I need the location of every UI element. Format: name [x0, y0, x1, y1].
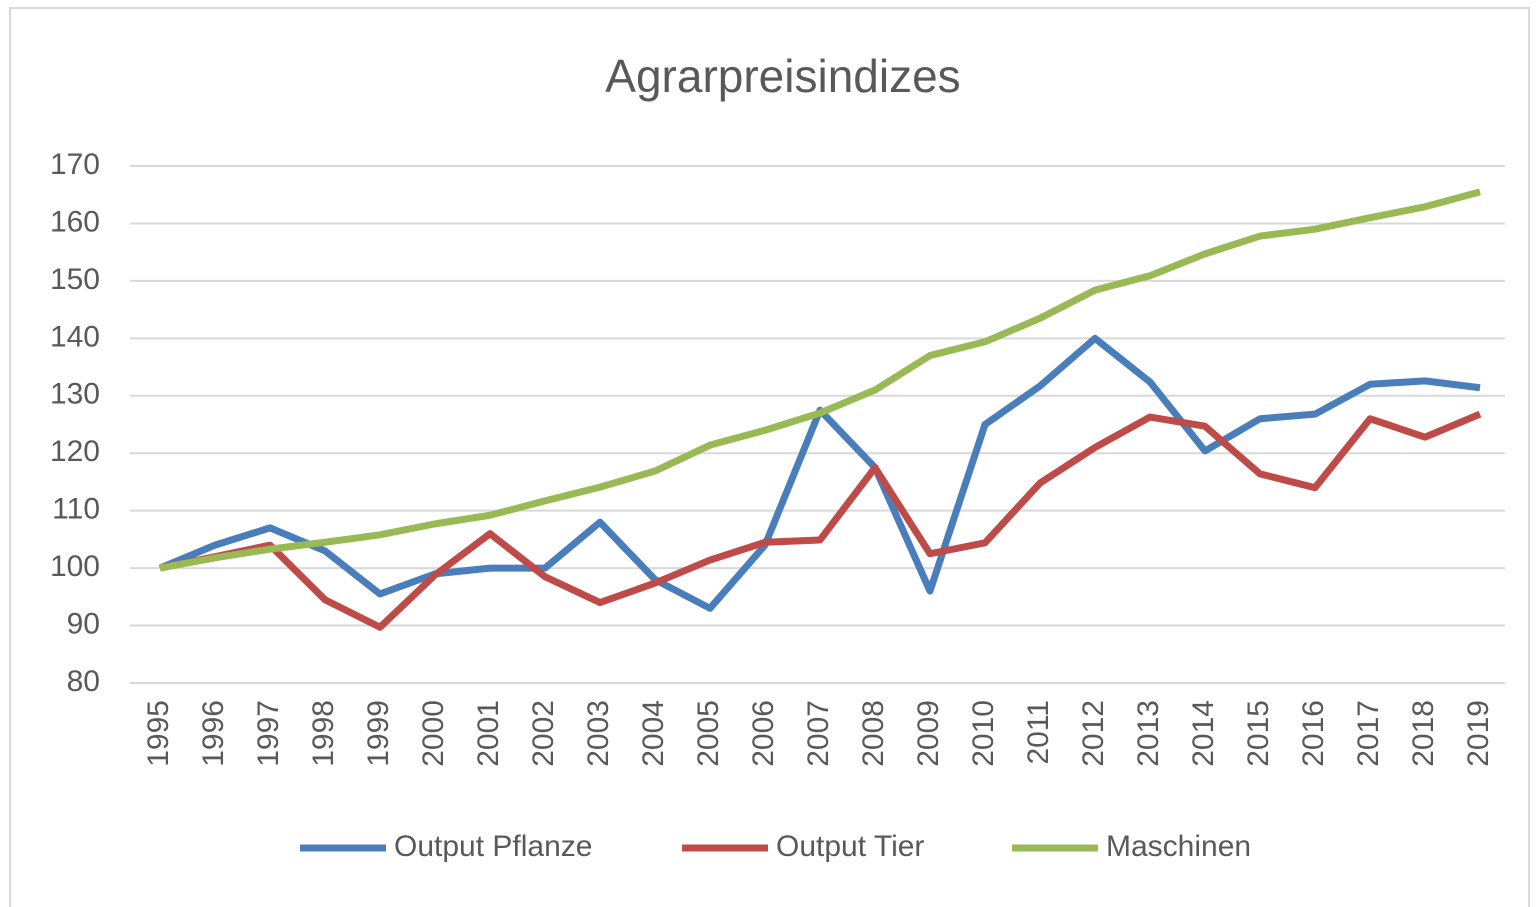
y-tick-label: 150	[50, 263, 100, 296]
y-tick-label: 90	[67, 607, 100, 640]
y-tick-label: 80	[67, 665, 100, 698]
y-tick-label: 100	[50, 550, 100, 583]
x-tick-label: 2017	[1352, 700, 1385, 767]
x-tick-label: 1998	[307, 700, 340, 767]
data-line	[159, 410, 1482, 631]
y-tick-label: 170	[50, 148, 100, 181]
x-tick-label: 2016	[1297, 700, 1330, 767]
y-tick-label: 160	[50, 205, 100, 238]
x-tick-label: 2009	[912, 700, 945, 767]
x-tick-label: 2005	[692, 700, 725, 767]
x-tick-label: 2006	[747, 700, 780, 767]
x-tick-label: 2011	[1022, 700, 1055, 765]
x-tick-label: 2015	[1242, 700, 1275, 767]
x-tick-label: 1999	[362, 700, 395, 767]
x-tick-label: 2010	[967, 700, 1000, 767]
x-tick-label: 1997	[252, 700, 285, 767]
x-tick-label: 1996	[197, 700, 230, 767]
x-tick-label: 2018	[1407, 700, 1440, 767]
data-line	[159, 188, 1481, 572]
x-tick-label: 2014	[1187, 700, 1220, 767]
x-tick-label: 2012	[1077, 700, 1110, 767]
x-tick-label: 2001	[472, 700, 505, 767]
chart-border	[9, 7, 1530, 907]
x-tick-label: 2013	[1132, 700, 1165, 767]
x-tick-label: 2002	[527, 700, 560, 767]
legend-label: Output Tier	[776, 830, 924, 863]
x-tick-label: 2007	[802, 700, 835, 767]
legend-label: Maschinen	[1106, 830, 1251, 863]
chart-title: Agrarpreisindizes	[605, 50, 960, 102]
y-tick-label: 130	[50, 378, 100, 411]
x-tick-label: 1995	[142, 700, 175, 767]
y-tick-label: 120	[50, 435, 100, 468]
x-tick-label: 2008	[857, 700, 890, 767]
x-tick-label: 2000	[417, 700, 450, 767]
y-tick-label: 110	[52, 493, 100, 526]
x-tick-label: 2019	[1462, 700, 1495, 767]
x-tick-label: 2004	[637, 700, 670, 767]
legend-label: Output Pflanze	[394, 830, 592, 863]
y-tick-label: 140	[50, 320, 100, 353]
x-tick-label: 2003	[582, 700, 615, 767]
